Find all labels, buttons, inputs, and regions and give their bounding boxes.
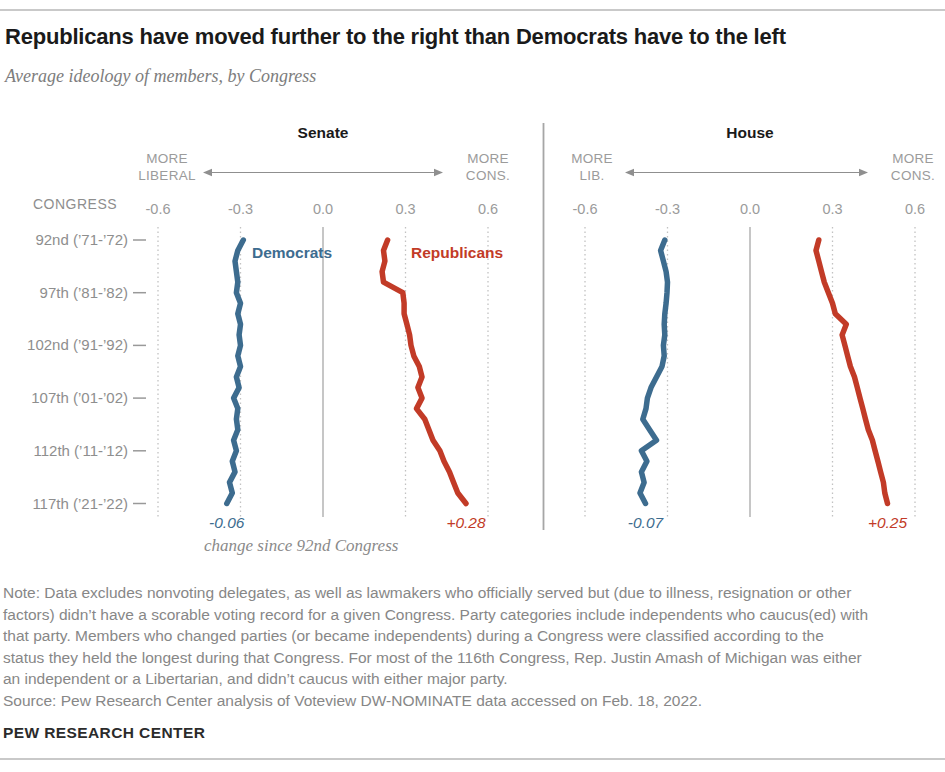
republicans-series-label: Republicans xyxy=(411,244,503,261)
more-conservative-label: MORECONS. xyxy=(891,151,935,183)
republicans-line xyxy=(382,240,466,504)
more-liberal-label: MORELIBERAL xyxy=(138,151,196,183)
top-divider xyxy=(0,9,945,11)
more-conservative-label: MORECONS. xyxy=(466,151,510,183)
democrats-line xyxy=(640,240,668,504)
bottom-divider xyxy=(0,758,945,760)
panel-title: Senate xyxy=(298,124,349,141)
senate-panel: Senate MORELIBERAL MORECONS. -0.6 -0.3 0.0 0.3… xyxy=(138,124,510,531)
chart-title: Republicans have moved further to the ri… xyxy=(5,24,940,50)
value-axis-tick-label: -0.3 xyxy=(228,201,253,217)
value-axis-tick-label: 0.0 xyxy=(313,201,333,217)
congress-row-label: 107th (’01-’02) xyxy=(31,389,128,406)
congress-axis-header: CONGRESS xyxy=(33,196,117,212)
value-axis-tick-label: 0.3 xyxy=(395,201,415,217)
house-panel: House MORELIB. MORECONS. -0.6 -0.3 0.0 0.3 0.6 -… xyxy=(571,124,935,531)
congress-row-label: 102nd (’91-’92) xyxy=(27,336,128,353)
democrats-change-value: -0.06 xyxy=(209,514,245,531)
arrowhead-right xyxy=(434,169,443,177)
republicans-change-value: +0.28 xyxy=(446,514,486,531)
value-axis-tick-label: 0.6 xyxy=(478,201,498,217)
democrats-series-label: Democrats xyxy=(252,244,332,261)
arrowhead-left xyxy=(203,169,212,177)
pew-chart-page: Republicans have moved further to the ri… xyxy=(0,0,945,772)
republicans-line xyxy=(816,240,888,504)
value-axis-tick-label: -0.6 xyxy=(146,201,171,217)
congress-row-label: 92nd (’71-’72) xyxy=(35,231,128,248)
value-axis-tick-label: 0.6 xyxy=(905,201,925,217)
democrats-line xyxy=(227,240,244,504)
more-liberal-label: MORELIB. xyxy=(571,151,613,183)
chart-subtitle: Average ideology of members, by Congress xyxy=(5,66,316,87)
note-and-source-text: Note: Data excludes nonvoting delegates,… xyxy=(3,582,943,712)
democrats-change-value: -0.07 xyxy=(628,514,665,531)
value-axis-tick-label: 0.3 xyxy=(822,201,842,217)
arrowhead-right xyxy=(859,169,868,177)
value-axis-tick-label: -0.3 xyxy=(655,201,680,217)
ideology-line-chart: CONGRESS 92nd (’71-’72) 97th (’81-’82) 102n… xyxy=(0,100,945,570)
congress-row-label: 97th (’81-’82) xyxy=(40,284,128,301)
republicans-change-value: +0.25 xyxy=(868,514,908,531)
value-axis-tick-label: -0.6 xyxy=(573,201,598,217)
congress-row-label: 117th (’21-’22) xyxy=(32,495,128,512)
congress-row-label: 112th (’11-’12) xyxy=(34,442,129,459)
value-axis-tick-label: 0.0 xyxy=(740,201,760,217)
panel-title: House xyxy=(726,124,774,141)
arrowhead-left xyxy=(625,169,634,177)
pew-research-center-logo: PEW RESEARCH CENTER xyxy=(3,724,205,742)
change-annotation: change since 92nd Congress xyxy=(204,536,399,555)
